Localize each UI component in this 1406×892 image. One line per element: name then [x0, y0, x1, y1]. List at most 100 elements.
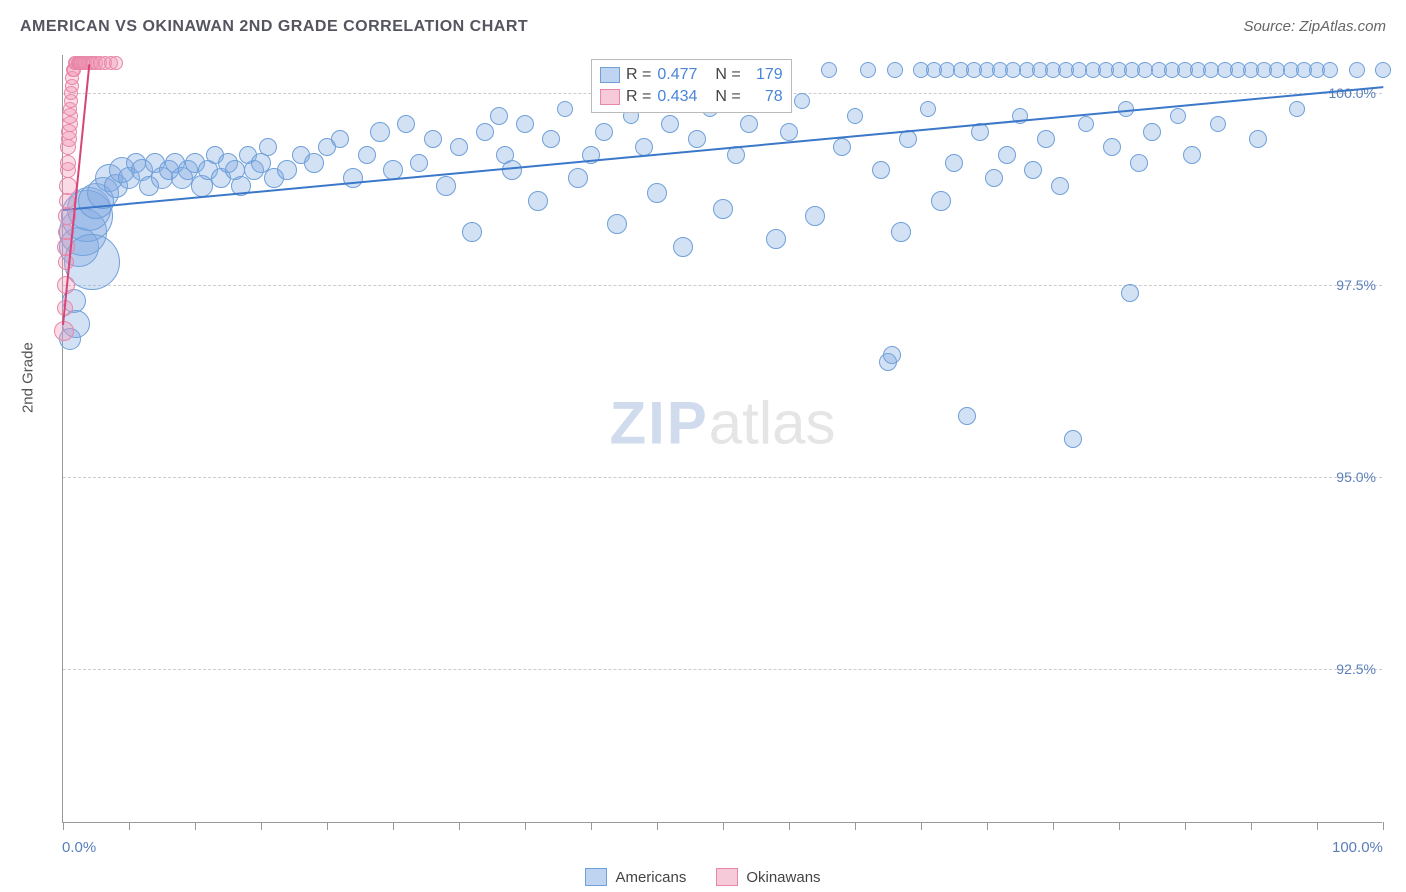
scatter-point-americans	[502, 160, 522, 180]
scatter-point-americans	[462, 222, 482, 242]
scatter-point-americans	[1103, 138, 1121, 156]
scatter-point-americans	[872, 161, 890, 179]
scatter-point-americans	[1143, 123, 1161, 141]
x-tick	[591, 822, 592, 830]
x-tick	[63, 822, 64, 830]
x-tick	[393, 822, 394, 830]
scatter-point-americans	[450, 138, 468, 156]
x-axis-label: 100.0%	[1332, 839, 1383, 856]
plot-area: ZIPatlas 92.5%95.0%97.5%100.0%R =0.477N …	[62, 55, 1382, 823]
scatter-point-americans	[343, 168, 363, 188]
x-tick	[195, 822, 196, 830]
x-tick	[855, 822, 856, 830]
scatter-point-americans	[794, 93, 810, 109]
y-tick-label: 95.0%	[1336, 469, 1376, 485]
scatter-point-americans	[1322, 62, 1338, 78]
scatter-point-americans	[860, 62, 876, 78]
x-tick	[1383, 822, 1384, 830]
x-tick	[459, 822, 460, 830]
scatter-point-americans	[780, 123, 798, 141]
scatter-point-americans	[945, 154, 963, 172]
scatter-point-americans	[397, 115, 415, 133]
scatter-point-americans	[647, 183, 667, 203]
x-tick	[921, 822, 922, 830]
scatter-point-americans	[490, 107, 508, 125]
x-tick	[525, 822, 526, 830]
scatter-point-americans	[920, 101, 936, 117]
scatter-point-americans	[277, 160, 297, 180]
grid-line	[63, 477, 1382, 478]
scatter-point-americans	[883, 346, 901, 364]
stats-r-value: 0.477	[657, 64, 709, 86]
chart-source: Source: ZipAtlas.com	[1243, 18, 1386, 35]
grid-line	[63, 285, 1382, 286]
x-tick	[1053, 822, 1054, 830]
scatter-point-americans	[847, 108, 863, 124]
scatter-point-americans	[833, 138, 851, 156]
x-tick	[987, 822, 988, 830]
watermark-part-b: atlas	[709, 390, 836, 457]
legend: Americans Okinawans	[0, 868, 1406, 886]
y-axis-title: 2nd Grade	[20, 342, 37, 413]
legend-label: Americans	[615, 869, 686, 886]
stats-swatch	[600, 67, 620, 83]
stats-box: R = 0.477 N = 179 R = 0.434 N = 78	[591, 59, 792, 113]
scatter-point-americans	[998, 146, 1016, 164]
scatter-point-americans	[424, 130, 442, 148]
scatter-point-americans	[1130, 154, 1148, 172]
scatter-point-americans	[1078, 116, 1094, 132]
scatter-point-americans	[805, 206, 825, 226]
scatter-point-americans	[985, 169, 1003, 187]
stats-n-value: 78	[747, 86, 783, 108]
chart-header: AMERICAN VS OKINAWAN 2ND GRADE CORRELATI…	[20, 18, 1386, 36]
x-tick	[1185, 822, 1186, 830]
scatter-point-americans	[1024, 161, 1042, 179]
stats-row: R = 0.434 N = 78	[600, 86, 783, 108]
x-tick	[129, 822, 130, 830]
scatter-point-okinawans	[109, 56, 123, 70]
stats-n-label: N =	[715, 64, 740, 86]
grid-line	[63, 669, 1382, 670]
scatter-point-americans	[1037, 130, 1055, 148]
stats-r-label: R =	[626, 64, 651, 86]
scatter-point-americans	[713, 199, 733, 219]
scatter-point-americans	[1249, 130, 1267, 148]
legend-swatch	[585, 868, 607, 886]
scatter-point-americans	[1289, 101, 1305, 117]
scatter-point-americans	[1375, 62, 1391, 78]
scatter-point-americans	[370, 122, 390, 142]
stats-n-value: 179	[747, 64, 783, 86]
watermark-part-a: ZIP	[609, 390, 708, 457]
scatter-point-americans	[766, 229, 786, 249]
scatter-point-americans	[673, 237, 693, 257]
scatter-point-americans	[740, 115, 758, 133]
legend-item: Okinawans	[716, 868, 820, 886]
scatter-point-americans	[1183, 146, 1201, 164]
x-tick	[1119, 822, 1120, 830]
stats-r-value: 0.434	[657, 86, 709, 108]
scatter-point-americans	[331, 130, 349, 148]
scatter-point-americans	[899, 130, 917, 148]
x-axis-label: 0.0%	[62, 839, 96, 856]
scatter-point-americans	[358, 146, 376, 164]
scatter-point-americans	[821, 62, 837, 78]
scatter-point-americans	[931, 191, 951, 211]
scatter-point-americans	[259, 138, 277, 156]
scatter-point-americans	[516, 115, 534, 133]
scatter-point-okinawans	[59, 177, 77, 195]
scatter-point-okinawans	[58, 254, 74, 270]
x-tick	[789, 822, 790, 830]
scatter-point-americans	[1051, 177, 1069, 195]
scatter-point-americans	[542, 130, 560, 148]
scatter-point-americans	[1170, 108, 1186, 124]
scatter-point-americans	[304, 153, 324, 173]
x-tick	[657, 822, 658, 830]
stats-r-label: R =	[626, 86, 651, 108]
x-tick	[1251, 822, 1252, 830]
stats-n-label: N =	[715, 86, 740, 108]
x-tick	[1317, 822, 1318, 830]
scatter-point-americans	[958, 407, 976, 425]
stats-swatch	[600, 89, 620, 105]
scatter-point-americans	[887, 62, 903, 78]
y-tick-label: 97.5%	[1336, 277, 1376, 293]
